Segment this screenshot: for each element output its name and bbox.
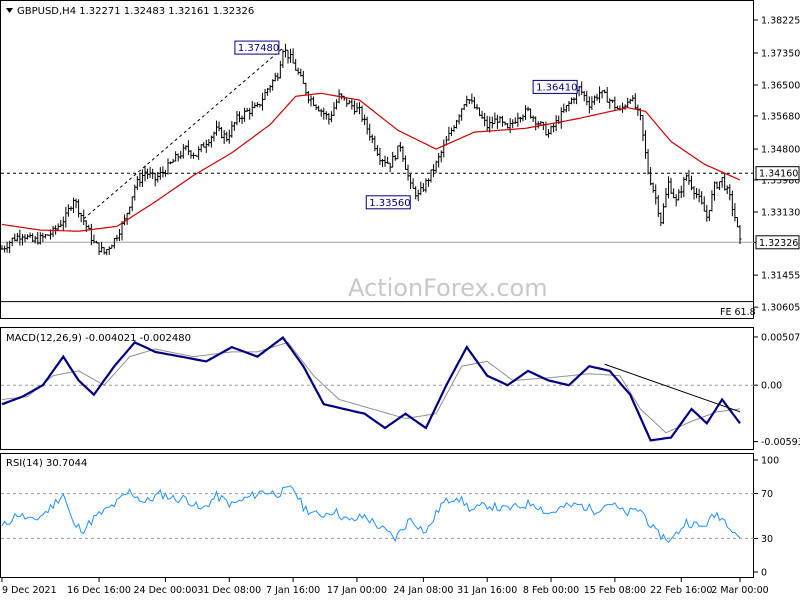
x-axis-label: 24 Dec 00:00 [133,585,197,596]
fe-label: FE 61.8 [720,307,756,318]
current-price-tag: 1.32326 [755,235,800,250]
x-axis-label: 17 Jan 00:00 [327,585,387,596]
annotation-box [365,195,411,210]
rsi-axis-label: 70 [761,489,773,500]
price-annotation: 1.33560 [365,195,411,210]
rsi-axis-label: 100 [761,456,779,467]
axes-layer: 1.38225 1.37350 1.36500 1.35680 1.34800 1.339… [1,16,800,596]
current-price-tag-box [755,235,800,250]
macd-line [1,336,741,442]
price-axis-label: 1.37350 [761,48,800,59]
watermark: ActionForex.com [348,274,548,302]
price-annotation: 1.37480 [234,40,280,55]
price-axis-label: 1.33130 [761,208,800,219]
rsi-panel [0,453,754,578]
annotation-label: 1.33560 [369,198,410,209]
x-axis-label: 7 Jan 16:00 [266,585,320,596]
macd-panel [0,327,754,450]
x-axis-label: 8 Feb 00:00 [523,585,579,596]
triangle-down-icon[interactable] [6,8,13,13]
price-axis-label: 1.35680 [761,111,800,122]
price-axis-label: 1.33980 [761,175,800,186]
macd-layer [1,336,754,442]
macd-axis-label: 0.00507 [761,332,800,343]
price-layer: 1.37480 1.33560 1.36410 [0,40,754,303]
x-axis-label: 2 Mar 00:00 [711,585,768,596]
horizontal-level-tag-box [755,166,800,181]
annotation-box [234,40,280,55]
price-axis-label: 1.36500 [761,81,800,92]
price-trendline [83,47,284,220]
price-axis-label: 1.38225 [761,16,800,27]
annotation-label: 1.36410 [536,82,577,93]
macd-panel-title: MACD(12,26,9) -0.004021 -0.002480 [6,333,191,344]
rsi-panel-title: RSI(14) 30.7044 [6,458,87,469]
macd-trendline [604,363,741,413]
macd-axis-label: 0.00 [761,381,782,392]
price-panel-title: GBPUSD,H4 1.32271 1.32483 1.32161 1.3232… [17,6,254,17]
moving-average-line [1,92,741,232]
macd-signal-line [1,341,741,434]
price-axis-label: 1.34800 [761,145,800,156]
x-axis-label: 16 Dec 16:00 [67,585,131,596]
rsi-line [1,485,741,544]
price-axis-label: 1.31455 [761,271,800,282]
price-axis-label: 1.30605 [761,303,800,314]
x-axis-label: 22 Feb 16:00 [650,585,712,596]
price-panel [0,0,754,319]
x-axis-label: 9 Dec 2021 [2,585,57,596]
annotation-box [532,79,578,94]
horizontal-level-tag-text: 1.34160 [759,169,798,180]
price-annotation: 1.36410 [532,79,578,94]
annotation-label: 1.37480 [238,43,279,54]
rsi-axis-label: 30 [761,534,773,545]
rsi-layer [1,485,754,544]
price-bar [738,225,742,245]
rsi-axis-label: 0 [761,568,767,579]
x-axis-label: 31 Jan 16:00 [457,585,517,596]
macd-axis-label: -0.00593 [761,437,800,448]
current-price-tag-text: 1.32326 [759,238,798,249]
x-axis-label: 15 Feb 08:00 [584,585,646,596]
horizontal-level-tag: 1.34160 [755,166,800,181]
x-axis-label: 24 Jan 08:00 [393,585,453,596]
x-axis-label: 31 Dec 08:00 [197,585,261,596]
